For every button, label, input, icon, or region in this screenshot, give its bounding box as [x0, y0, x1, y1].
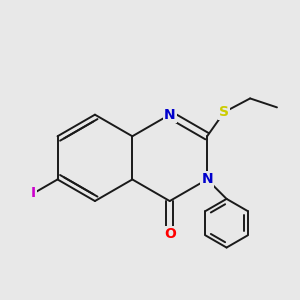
- Text: I: I: [31, 186, 36, 200]
- Text: N: N: [201, 172, 213, 186]
- Text: O: O: [164, 227, 176, 242]
- Text: N: N: [164, 108, 176, 122]
- Text: S: S: [219, 105, 229, 119]
